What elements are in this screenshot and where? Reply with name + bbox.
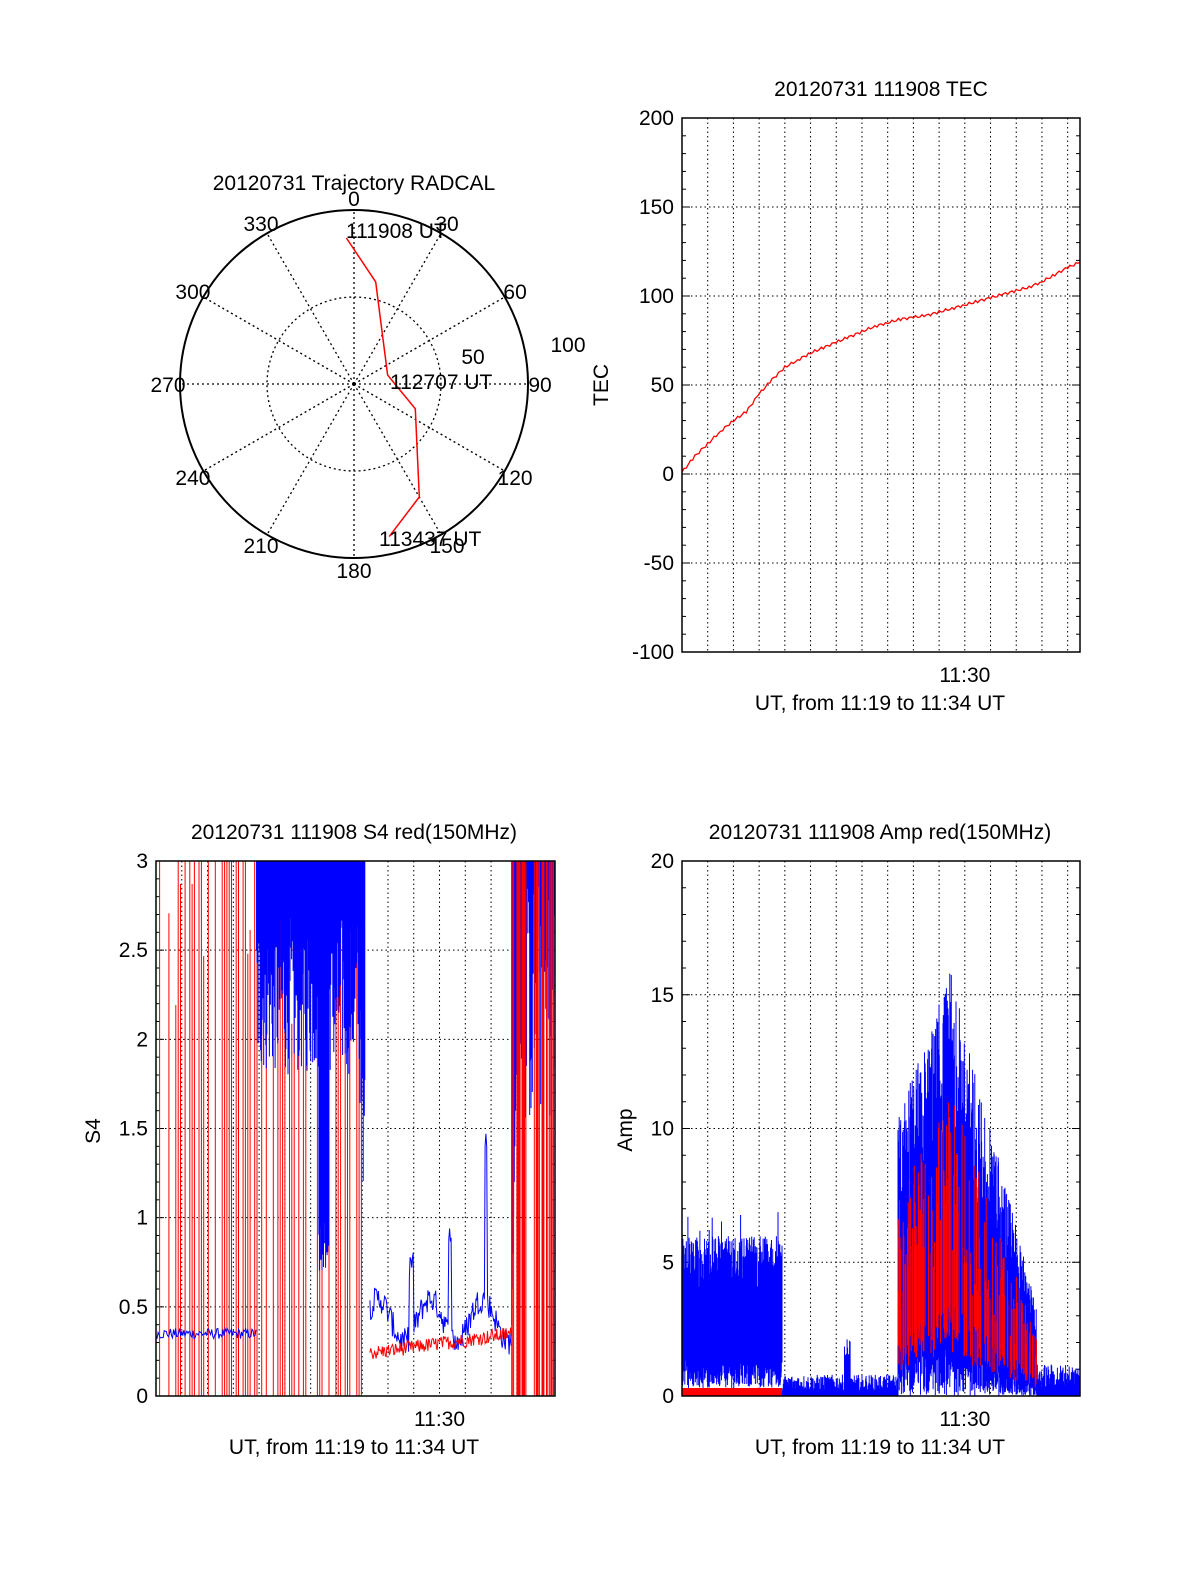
polar-chart-title: 20120731 Trajectory RADCAL bbox=[213, 172, 496, 195]
s4-chart: 20120731 111908 S4 red(150MHz) 3 2.5 2 1.5 1… bbox=[82, 821, 556, 1459]
y-tick-label: 1 bbox=[136, 1207, 148, 1230]
tec-y-tick-labels: 200 150 100 50 0 -50 -100 bbox=[632, 107, 674, 664]
polar-angle-label: 210 bbox=[243, 535, 278, 558]
y-tick-label: -100 bbox=[632, 641, 674, 664]
y-tick-label: 0 bbox=[662, 463, 674, 486]
tec-x-axis-label: UT, from 11:19 to 11:34 UT bbox=[755, 692, 1005, 715]
polar-spoke bbox=[202, 296, 355, 385]
tec-series-line bbox=[681, 261, 1081, 473]
amp-y-tick-labels: 20 15 10 5 0 bbox=[651, 850, 674, 1408]
y-tick-label: 15 bbox=[651, 984, 674, 1007]
polar-spoke bbox=[353, 383, 506, 472]
y-tick-label: 50 bbox=[651, 374, 674, 397]
y-tick-label: 150 bbox=[639, 196, 674, 219]
y-tick-label: 20 bbox=[651, 850, 674, 873]
amp-red-burst bbox=[897, 1102, 1037, 1388]
tec-x-tick-label: 11:30 bbox=[939, 664, 990, 687]
polar-angle-label: 300 bbox=[175, 281, 210, 304]
polar-spoke bbox=[202, 383, 355, 472]
amp-plot-frame bbox=[681, 860, 1081, 1397]
s4-x-axis-label: UT, from 11:19 to 11:34 UT bbox=[229, 1436, 479, 1459]
polar-spoke bbox=[353, 232, 442, 385]
polar-radius-label-50: 50 bbox=[461, 346, 484, 369]
y-tick-label: 3 bbox=[136, 850, 148, 873]
amp-y-axis-label: Amp bbox=[614, 1108, 637, 1151]
y-tick-label: 100 bbox=[639, 285, 674, 308]
trajectory-line bbox=[345, 237, 421, 538]
amp-red-floor bbox=[682, 1387, 783, 1396]
polar-angle-label: 90 bbox=[528, 374, 551, 397]
y-tick-label: -50 bbox=[644, 552, 674, 575]
y-tick-label: 200 bbox=[639, 107, 674, 130]
amp-x-tick-label: 11:30 bbox=[939, 1408, 990, 1431]
y-tick-label: 2.5 bbox=[119, 939, 148, 962]
tec-grid bbox=[682, 117, 1080, 653]
polar-angle-label: 330 bbox=[243, 213, 278, 236]
polar-angle-label: 0 bbox=[348, 188, 360, 211]
polar-spoke bbox=[266, 383, 355, 536]
amp-x-axis-label: UT, from 11:19 to 11:34 UT bbox=[755, 1436, 1005, 1459]
tec-chart: 20120731 111908 TEC 200150100500-50-100 … bbox=[590, 78, 1081, 715]
polar-trajectory-chart: 20120731 Trajectory RADCAL 0 30 60 90 120 150… bbox=[150, 172, 585, 583]
s4-red-end bbox=[511, 861, 555, 1396]
s4-y-tick-labels: 3 2.5 2 1.5 1 0.5 0 bbox=[119, 850, 148, 1408]
amp-chart: 20120731 111908 Amp red(150MHz) 20 15 10 5 0… bbox=[614, 821, 1081, 1459]
polar-angle-label: 30 bbox=[435, 213, 458, 236]
tec-chart-title: 20120731 111908 TEC bbox=[774, 78, 988, 101]
amp-blue-early bbox=[681, 1212, 783, 1388]
polar-angle-label: 120 bbox=[498, 467, 533, 490]
y-tick-label: 0.5 bbox=[119, 1296, 148, 1319]
y-tick-label: 0 bbox=[136, 1385, 148, 1408]
polar-radius-label-100: 100 bbox=[550, 334, 585, 357]
y-tick-label: 10 bbox=[651, 1118, 674, 1141]
amp-blue-quiet bbox=[781, 1339, 899, 1396]
s4-x-tick-label: 11:30 bbox=[414, 1408, 465, 1431]
s4-red-late bbox=[369, 1327, 512, 1360]
polar-spoke bbox=[266, 232, 355, 385]
s4-blue-baseline bbox=[155, 1326, 257, 1341]
polar-angle-labels: 0 30 60 90 120 150 180 210 240 270 300 330 bbox=[150, 188, 551, 583]
s4-series bbox=[155, 861, 556, 1396]
y-tick-label: 1.5 bbox=[119, 1118, 148, 1141]
s4-chart-title: 20120731 111908 S4 red(150MHz) bbox=[191, 821, 517, 844]
tec-y-axis-label: TEC bbox=[590, 364, 613, 406]
trajectory-end-label: 113437 UT bbox=[379, 528, 482, 551]
polar-angle-label: 270 bbox=[150, 374, 185, 397]
amp-chart-title: 20120731 111908 Amp red(150MHz) bbox=[709, 821, 1051, 844]
polar-outer-circle bbox=[179, 209, 529, 559]
trajectory-mid-label: 112707 UT bbox=[390, 371, 493, 394]
polar-grid bbox=[180, 210, 528, 558]
s4-plot-frame bbox=[155, 860, 556, 1397]
polar-angle-label: 240 bbox=[175, 467, 210, 490]
polar-spoke bbox=[353, 296, 506, 385]
s4-y-axis-label: S4 bbox=[82, 1118, 105, 1144]
polar-angle-label: 60 bbox=[503, 281, 526, 304]
s4-blue-late bbox=[369, 1133, 512, 1355]
tec-plot-frame bbox=[681, 117, 1081, 653]
trajectory-start-label: 111908 UT bbox=[346, 220, 447, 243]
y-tick-label: 2 bbox=[136, 1028, 148, 1051]
amp-series bbox=[681, 973, 1081, 1396]
s4-blue-dense bbox=[256, 861, 366, 1271]
amp-blue-tail bbox=[1036, 1364, 1081, 1396]
polar-angle-label: 180 bbox=[336, 560, 371, 583]
y-tick-label: 0 bbox=[662, 1385, 674, 1408]
y-tick-label: 5 bbox=[662, 1251, 674, 1274]
polar-angle-label: 150 bbox=[429, 535, 464, 558]
polar-spoke bbox=[353, 383, 442, 536]
